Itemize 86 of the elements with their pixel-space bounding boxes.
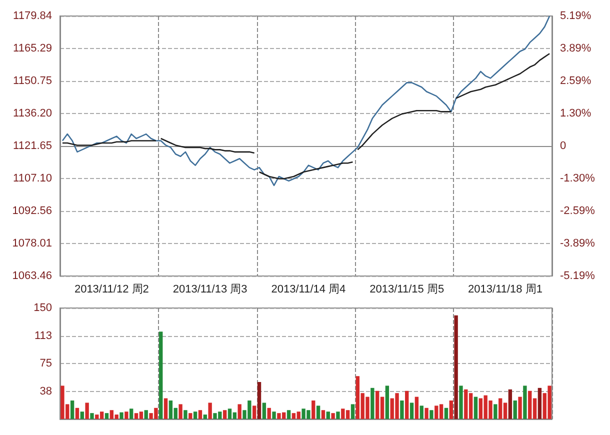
x-tick-label: 2013/11/14 周4 — [271, 284, 346, 296]
bar — [454, 315, 458, 419]
x-tick-label: 2013/11/15 周5 — [370, 284, 444, 296]
y-tick-label: 1107.10 — [13, 172, 52, 185]
y-tick-label: 38 — [40, 385, 52, 398]
bar — [414, 396, 419, 419]
y2-tick-label: 2.59% — [560, 75, 592, 88]
x-tick-label: 2013/11/18 周1 — [468, 284, 542, 296]
bar — [321, 410, 326, 419]
y2-tick-label: 1.30% — [560, 107, 592, 120]
bar — [159, 332, 163, 419]
bar — [193, 412, 198, 419]
bar — [286, 410, 291, 419]
bar — [90, 413, 94, 419]
bar — [474, 396, 478, 419]
bar — [410, 402, 414, 419]
y2-tick-label: 3.89% — [560, 42, 592, 55]
line-series — [455, 52, 550, 99]
bar — [257, 382, 262, 419]
bar — [494, 404, 498, 419]
y2-tick-label: -2.59% — [560, 204, 596, 217]
bar — [385, 386, 390, 419]
line-series — [160, 138, 255, 154]
bar — [331, 413, 335, 419]
bar — [316, 406, 320, 419]
line-series — [357, 110, 452, 150]
y2-tick-label: -3.89% — [560, 237, 596, 250]
bar — [188, 413, 192, 419]
bar — [75, 408, 80, 419]
bar — [124, 412, 128, 419]
y2-tick-label: 5.19% — [560, 10, 592, 22]
y-tick-label: 1165.29 — [13, 42, 52, 55]
bar — [144, 410, 148, 419]
y-tick-label: 1121.65 — [13, 140, 52, 152]
bar — [430, 410, 434, 419]
bar — [129, 408, 134, 419]
y-tick-label: 1179.84 — [13, 10, 52, 22]
bar — [538, 388, 542, 419]
bar — [252, 406, 256, 419]
x-tick-label: 2013/11/12 周2 — [74, 284, 149, 296]
y2-tick-label: -5.19% — [560, 270, 596, 282]
bar — [420, 406, 424, 419]
bar — [164, 398, 168, 419]
bar — [262, 402, 266, 419]
y-tick-label: 1150.75 — [13, 74, 52, 87]
y-tick-label: 150 — [34, 302, 52, 314]
y-tick-label: 1063.46 — [12, 270, 52, 282]
bar — [222, 410, 227, 419]
bar — [104, 413, 109, 419]
bar — [85, 402, 89, 419]
bar — [400, 400, 404, 419]
bar — [203, 414, 207, 419]
bar — [508, 389, 512, 419]
bar — [523, 386, 527, 419]
y2-tick-label: 0 — [560, 140, 566, 152]
y-tick-label: 113 — [34, 330, 52, 342]
line-series — [258, 161, 354, 180]
bar — [449, 400, 453, 419]
bar — [513, 400, 517, 419]
line-series — [62, 15, 550, 186]
bar — [267, 408, 271, 419]
bar — [238, 404, 242, 419]
bar — [178, 404, 182, 419]
y-tick-label: 1136.20 — [13, 107, 52, 120]
x-tick-label: 2013/11/13 周3 — [172, 284, 248, 296]
bar — [326, 412, 330, 419]
bar — [350, 404, 355, 419]
bar — [208, 402, 212, 419]
bar — [198, 410, 202, 419]
bar — [70, 400, 74, 419]
bar — [120, 412, 124, 419]
bar — [184, 410, 188, 419]
bar — [405, 390, 409, 419]
y-tick-label: 1092.56 — [12, 204, 52, 217]
bar — [80, 412, 84, 419]
y-tick-label: 75 — [40, 358, 52, 370]
bar — [336, 412, 340, 419]
bar — [459, 386, 463, 419]
y-tick-label: 1078.01 — [12, 237, 52, 250]
bar — [518, 396, 522, 419]
bar — [424, 408, 428, 419]
bar — [272, 412, 276, 419]
bar — [370, 388, 374, 419]
y2-tick-label: -1.30% — [560, 172, 596, 185]
bar — [312, 400, 316, 419]
bar — [444, 408, 448, 419]
